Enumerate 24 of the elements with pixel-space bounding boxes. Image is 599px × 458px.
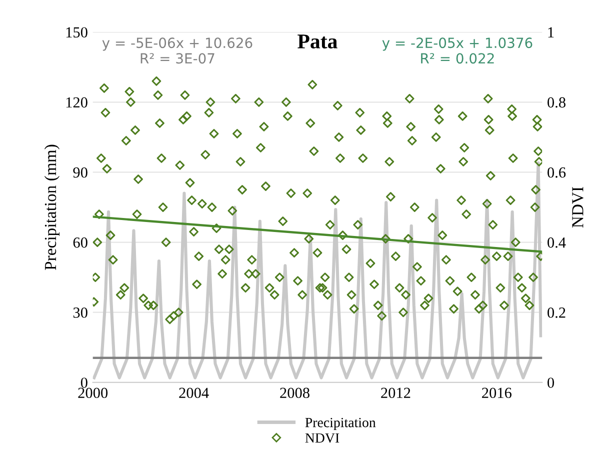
annotation: y = -5E-06x + 10.626 R² = 3E-07	[102, 38, 252, 64]
y-tick-label: 30	[73, 307, 88, 318]
y2-tick-label: 0.6	[548, 167, 566, 178]
y2-tick-label: 1	[548, 27, 554, 38]
x-tick-label: 2016	[482, 388, 512, 398]
legend-label: Precipitation	[305, 418, 376, 430]
y2-tick-label: 0.8	[548, 97, 566, 108]
y-tick-label: 120	[66, 97, 88, 108]
y-tick-label: 0	[80, 378, 88, 388]
x-tick-label: 2000	[78, 388, 108, 398]
y-axis-title: Precipitation (mm)	[44, 144, 60, 270]
y2-tick-label: 0.4	[548, 237, 566, 248]
y-tick-label: 90	[73, 167, 88, 178]
y2-tick-label: 0.2	[548, 307, 566, 318]
chart-title: Pata	[298, 34, 338, 48]
y-tick-label: 150	[66, 27, 88, 38]
legend-label: NDVI	[305, 433, 340, 443]
x-tick-label: 2004	[179, 388, 209, 398]
y2-tick-label: 0	[548, 378, 554, 388]
x-tick-label: 2008	[280, 388, 310, 398]
y-tick-label: 60	[73, 237, 88, 248]
x-tick-label: 2012	[381, 388, 410, 398]
annotation: y = -2E-05x + 1.0376 R² = 0.022	[382, 38, 532, 64]
y2-axis-title: NDVI	[572, 187, 584, 228]
